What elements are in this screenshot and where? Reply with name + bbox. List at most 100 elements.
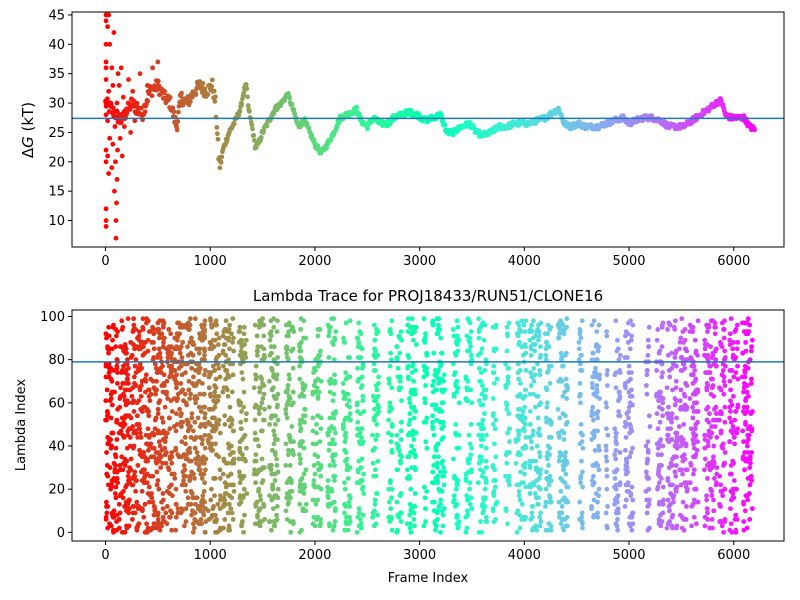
lambda-point	[580, 525, 585, 531]
lambda-point	[326, 355, 332, 360]
lambda-point	[405, 316, 411, 322]
lambda-point	[229, 389, 235, 395]
lambda-point	[604, 383, 610, 388]
lambda-point	[389, 486, 395, 492]
lambda-point	[196, 361, 202, 367]
delta-g-point	[115, 71, 121, 77]
lambda-point	[463, 478, 469, 483]
lambda-point	[492, 484, 498, 490]
lambda-point	[170, 493, 175, 499]
lambda-point	[388, 506, 394, 512]
lambda-point	[150, 473, 156, 479]
lambda-point	[533, 495, 539, 501]
lambda-point	[409, 324, 415, 330]
lambda-point	[437, 378, 443, 384]
lambda-point	[660, 320, 666, 326]
lambda-point	[503, 506, 509, 512]
lambda-point	[287, 376, 292, 382]
lambda-point	[455, 348, 461, 354]
lambda-point	[423, 439, 429, 445]
lambda-point	[644, 460, 650, 466]
lambda-point	[254, 333, 260, 339]
lambda-point	[296, 452, 302, 458]
x-tick-label: 2000	[298, 254, 331, 269]
lambda-point	[216, 454, 222, 460]
lambda-point	[535, 337, 541, 343]
lambda-point	[529, 439, 534, 445]
lambda-point	[441, 465, 446, 470]
lambda-point	[466, 469, 471, 475]
lambda-point	[505, 378, 511, 384]
lambda-point	[545, 331, 551, 337]
lambda-point	[594, 342, 599, 347]
lambda-point	[442, 387, 448, 393]
lambda-point	[155, 320, 161, 326]
lambda-point	[516, 493, 522, 499]
lambda-point	[519, 501, 525, 507]
lambda-point	[527, 491, 533, 496]
lambda-point	[126, 381, 131, 386]
lambda-point	[408, 389, 414, 395]
lambda-point	[507, 450, 512, 455]
lambda-point	[173, 428, 179, 434]
lambda-point	[112, 389, 117, 395]
lambda-point	[122, 387, 128, 393]
lambda-point	[119, 422, 125, 427]
lambda-point	[290, 389, 296, 395]
lambda-point	[749, 337, 755, 343]
delta-g-point	[113, 218, 119, 223]
delta-g-point	[219, 154, 225, 160]
lambda-point	[490, 370, 496, 376]
lambda-point	[120, 324, 126, 330]
lambda-point	[160, 344, 166, 350]
lambda-point	[398, 437, 404, 442]
lambda-point	[735, 404, 741, 410]
lambda-point	[435, 508, 440, 514]
lambda-point	[150, 378, 156, 384]
lambda-point	[214, 517, 219, 522]
lambda-point	[728, 316, 734, 322]
lambda-point	[164, 389, 169, 395]
lambda-point	[705, 329, 710, 334]
lambda-point	[168, 368, 174, 373]
lambda-point	[629, 370, 634, 376]
x-tick-label: 5000	[612, 548, 645, 563]
lambda-point	[301, 471, 307, 477]
lambda-point	[220, 471, 226, 477]
lambda-point	[506, 482, 512, 488]
lambda-point	[478, 422, 484, 427]
lambda-point	[287, 434, 293, 440]
lambda-point	[578, 352, 584, 358]
lambda-point	[196, 404, 202, 410]
lambda-point	[104, 463, 110, 468]
lambda-point	[285, 387, 290, 393]
lambda-point	[556, 434, 562, 440]
lambda-point	[478, 378, 484, 384]
lambda-point	[286, 329, 292, 334]
lambda-point	[267, 337, 273, 343]
lambda-point	[271, 523, 277, 529]
delta-g-point	[249, 122, 255, 128]
lambda-point	[692, 434, 698, 440]
lambda-point	[187, 450, 193, 455]
lambda-point	[431, 480, 437, 486]
lambda-point	[643, 469, 649, 475]
lambda-point	[577, 441, 583, 447]
lambda-point	[131, 504, 137, 509]
lambda-point	[190, 428, 196, 434]
lambda-point	[151, 346, 157, 352]
lambda-point	[709, 424, 715, 429]
lambda-point	[104, 510, 110, 516]
lambda-point	[347, 318, 353, 324]
lambda-point	[433, 523, 439, 529]
lambda-point	[538, 510, 544, 516]
lambda-point	[360, 512, 366, 518]
lambda-point	[216, 365, 222, 371]
lambda-point	[162, 439, 168, 445]
lambda-point	[590, 463, 596, 468]
lambda-point	[439, 508, 445, 514]
delta-g-point	[237, 108, 243, 114]
lambda-point	[692, 426, 698, 432]
lambda-point	[628, 450, 634, 455]
lambda-point	[341, 396, 347, 401]
